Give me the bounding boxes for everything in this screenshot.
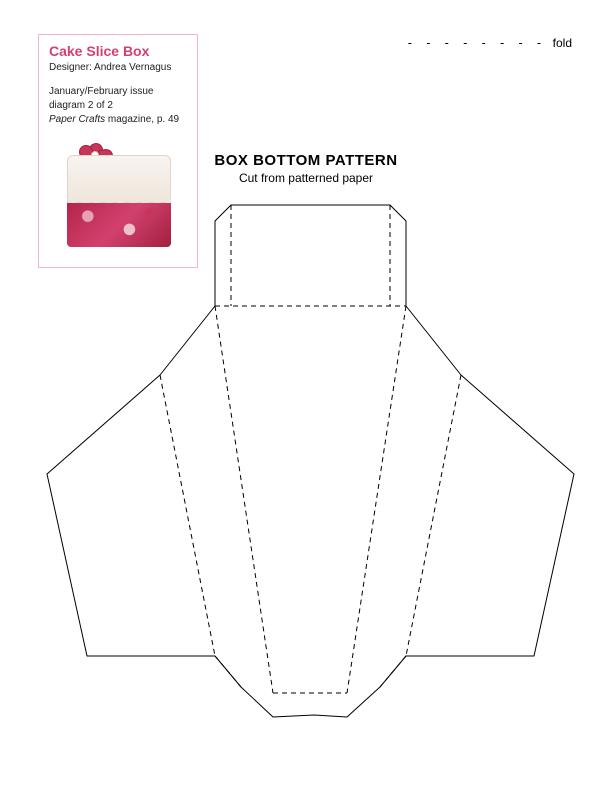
card-issue: January/February issue [49, 85, 187, 99]
card-designer-name: Andrea Vernagus [94, 62, 171, 73]
fold-legend: - - - - - - - - fold [406, 36, 572, 50]
fold-dash-sample: - - - - - - - - [406, 36, 544, 50]
card-publication: Paper Crafts magazine, p. 49 [49, 113, 187, 127]
fold-legend-label: fold [553, 36, 572, 50]
box-pattern-diagram [0, 190, 612, 760]
card-designer: Designer: Andrea Vernagus [49, 61, 187, 75]
card-designer-label: Designer: [49, 62, 92, 73]
card-publication-name: Paper Crafts [49, 114, 105, 125]
card-publication-suffix: magazine, p. 49 [105, 114, 179, 125]
pattern-outline [47, 205, 574, 717]
pattern-heading: BOX BOTTOM PATTERN Cut from patterned pa… [0, 152, 612, 185]
page: - - - - - - - - fold Cake Slice Box Desi… [0, 0, 612, 792]
card-title: Cake Slice Box [49, 43, 187, 59]
pattern-subtitle: Cut from patterned paper [0, 171, 612, 185]
pattern-title: BOX BOTTOM PATTERN [0, 152, 612, 169]
card-diagram: diagram 2 of 2 [49, 99, 187, 113]
